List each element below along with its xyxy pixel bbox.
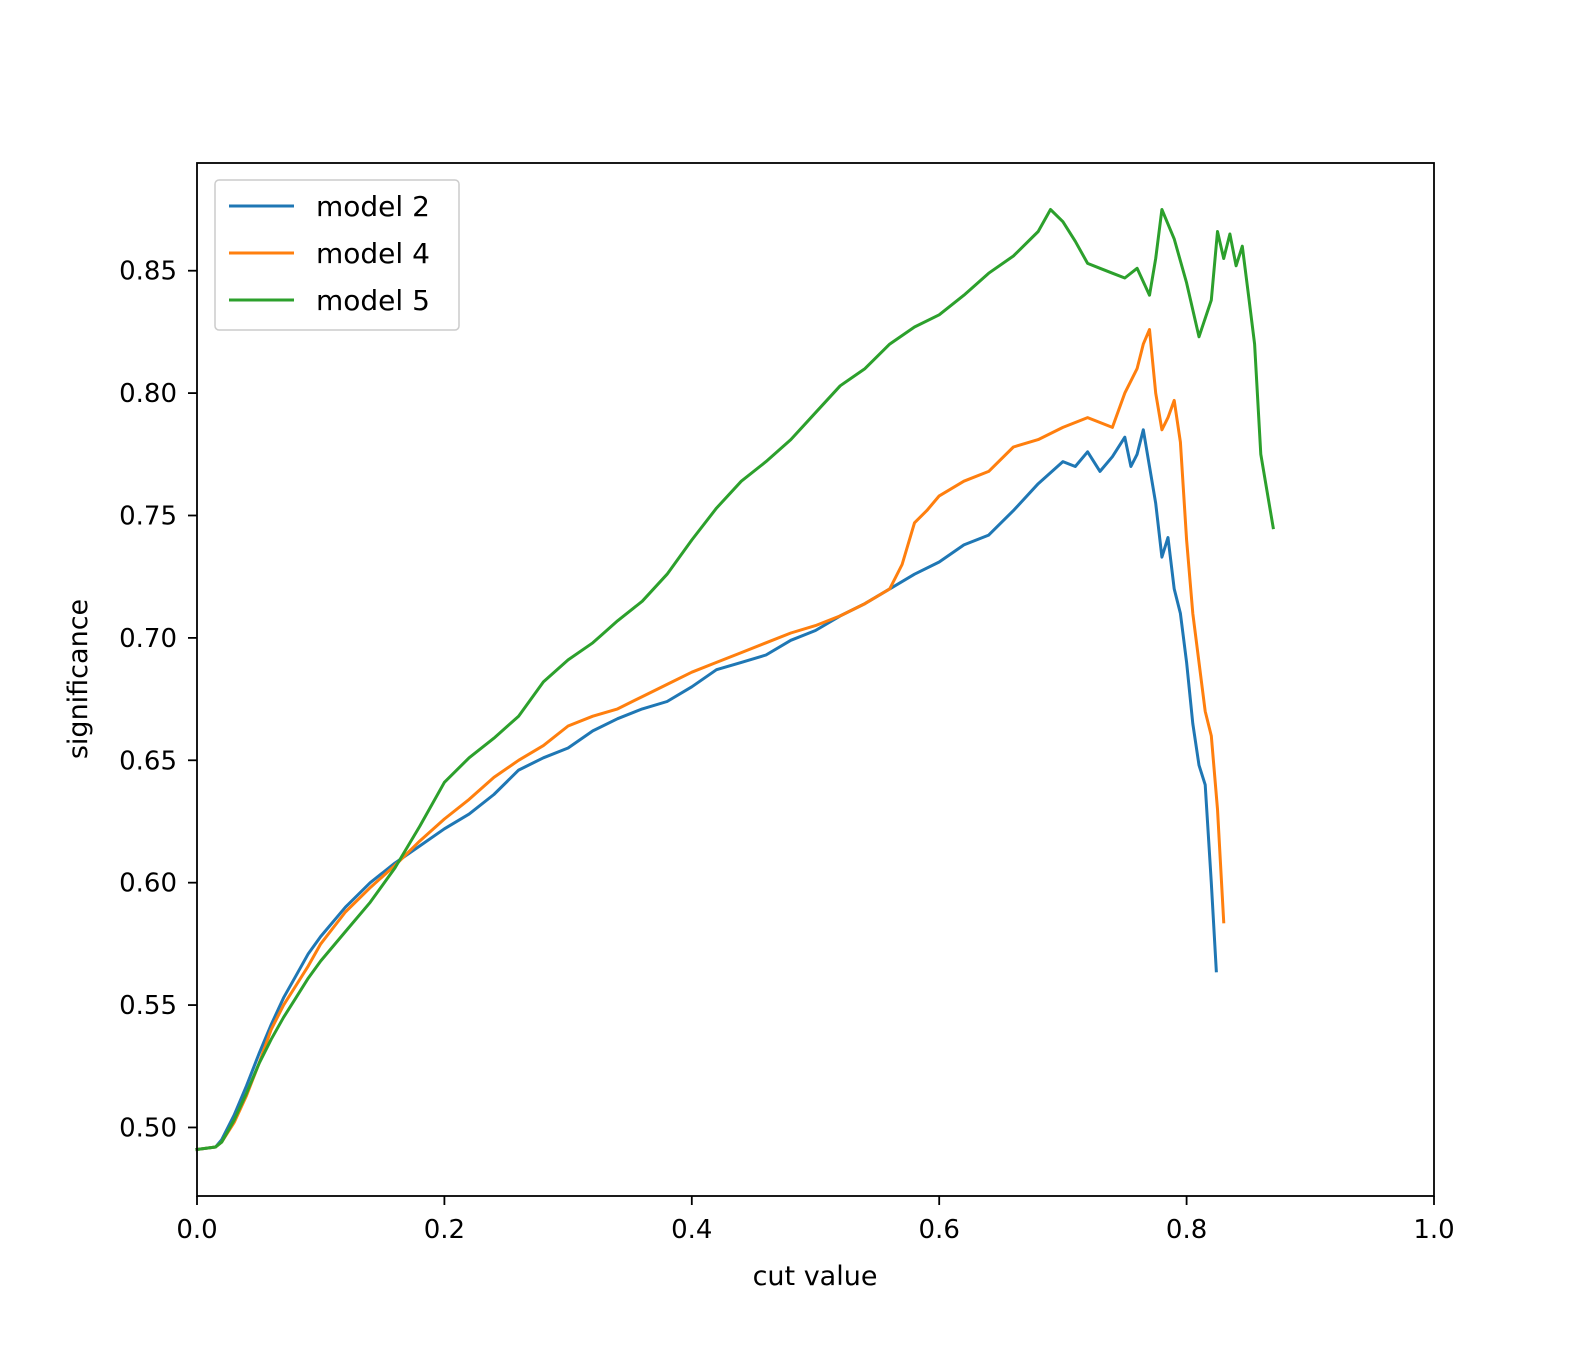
plot-frame (196, 162, 1435, 1197)
series-line-model-2 (195, 428, 1218, 1152)
y-tick-label: 0.65 (119, 746, 177, 776)
series-layer (195, 208, 1275, 1152)
x-axis-ticks: 0.0 0.2 0.4 0.6 0.8 1.0 (176, 1196, 1455, 1245)
y-tick-label: 0.75 (119, 501, 177, 531)
legend: model 2 model 4 model 5 (214, 179, 460, 331)
y-axis-title: significance (63, 599, 94, 759)
y-tick-label: 0.80 (119, 379, 177, 409)
y-tick-label: 0.55 (119, 991, 177, 1021)
legend-label-model-2: model 2 (316, 190, 430, 223)
x-tick-label: 1.0 (1413, 1215, 1454, 1245)
y-tick-label: 0.85 (119, 257, 177, 287)
legend-label-model-5: model 5 (316, 284, 430, 317)
series-line-model-5 (195, 208, 1275, 1152)
x-tick-label: 0.4 (671, 1215, 712, 1245)
x-tick-label: 0.2 (424, 1215, 465, 1245)
x-tick-label: 0.8 (1166, 1215, 1207, 1245)
series-line-model-4 (195, 328, 1226, 1152)
x-axis-title: cut value (753, 1261, 878, 1292)
legend-label-model-4: model 4 (316, 237, 430, 270)
y-axis-ticks: 0.50 0.55 0.60 0.65 0.70 0.75 0.80 0.85 (119, 257, 197, 1143)
y-tick-label: 0.70 (119, 624, 177, 654)
y-tick-label: 0.60 (119, 869, 177, 899)
x-tick-label: 0.0 (176, 1215, 217, 1245)
y-tick-label: 0.50 (119, 1113, 177, 1143)
legend-box (214, 179, 460, 331)
x-tick-label: 0.6 (919, 1215, 960, 1245)
